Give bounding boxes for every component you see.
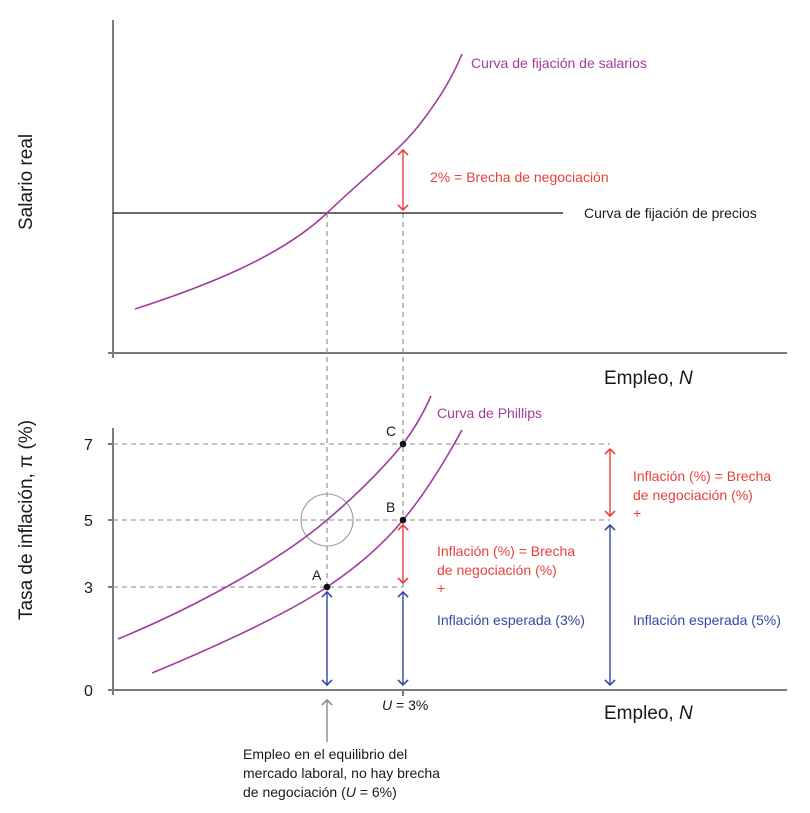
gap-label-b-line1: Inflación (%) = Brecha [437,543,575,559]
top-y-axis-label: Salario real [16,134,37,230]
price-curve-label: Curva de fijación de precios [584,205,757,221]
point-a [323,583,331,591]
bottom-x-axis-label: Empleo, N [604,703,693,724]
equilibrium-note-line3: de negociación (U = 6%) [243,784,397,800]
ytick-5: 5 [84,513,93,530]
gap-label-b-line2: de negociación (%) [437,562,557,578]
gap-label-c-plus: + [633,505,641,521]
expected-label-5: Inflación esperada (5%) [633,612,781,628]
phillips-curve-lower [151,429,463,674]
point-c-label: C [386,423,396,439]
point-b-label: B [386,499,395,515]
point-b [399,516,407,524]
equilibrium-note-line2: mercado laboral, no hay brecha [243,765,440,781]
bottom-y-axis-label: Tasa de inflación, π (%) [16,420,37,620]
gap-label-b-plus: + [437,580,445,596]
ytick-7: 7 [84,437,93,454]
wage-setting-curve [134,53,463,310]
equilibrium-circle [300,493,354,547]
equilibrium-note-line1: Empleo en el equilibrio del [243,746,407,762]
point-c [399,440,407,448]
gap-label: 2% = Brecha de negociación [430,169,609,185]
phillips-label: Curva de Phillips [437,405,542,421]
wage-curve-label: Curva de fijación de salarios [471,55,647,71]
bottom-panel: A B C 7 5 3 0 Curva de Phillips Inflació… [16,395,787,800]
ytick-0: 0 [84,683,93,700]
phillips-curve-upper [117,395,432,640]
top-x-axis-label: Empleo, N [604,368,693,389]
gap-label-c-line1: Inflación (%) = Brecha [633,468,771,484]
ytick-3: 3 [84,580,93,597]
gap-label-c-line2: de negociación (%) [633,487,753,503]
u3-label: U = 3% [382,697,428,713]
top-panel: Curva de fijación de salarios Curva de f… [16,20,787,690]
expected-label-3: Inflación esperada (3%) [437,612,585,628]
point-a-label: A [312,567,322,583]
